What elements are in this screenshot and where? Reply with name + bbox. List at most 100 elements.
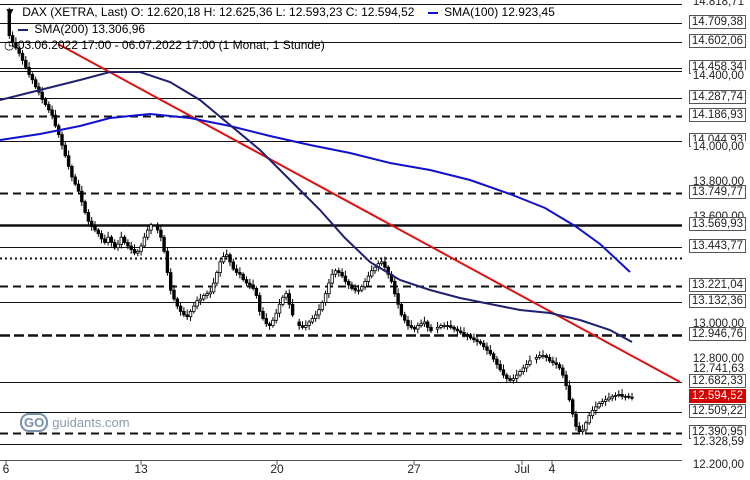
clock-icon: ◷ <box>4 38 15 52</box>
candle-body <box>34 79 38 88</box>
y-tick-label: 14.186,93 <box>688 107 746 122</box>
candle-body <box>66 155 71 167</box>
candle-body <box>264 318 268 325</box>
candle-body <box>501 369 506 376</box>
candle-body <box>422 321 427 325</box>
candle-body <box>80 190 84 203</box>
candle-body <box>195 300 199 307</box>
collapse-arrow-icon[interactable]: ▼ <box>4 5 16 19</box>
candle-body <box>300 325 305 328</box>
candle-body <box>508 378 512 381</box>
candle-body <box>538 355 542 358</box>
candle-body <box>109 236 114 243</box>
candle-body <box>172 289 176 300</box>
candle-body <box>277 303 282 314</box>
candle-body <box>350 284 354 289</box>
candle-body <box>136 250 140 254</box>
candle-body <box>116 243 120 249</box>
candle-body <box>185 314 189 318</box>
candle-body <box>70 165 74 178</box>
candle-body <box>452 326 456 330</box>
period-legend: ◷ 03.06.2022 17:00 - 06.07.2022 17:00 (1… <box>4 38 325 52</box>
candle-body <box>594 406 598 411</box>
candle-body <box>567 385 572 401</box>
candle-body <box>488 349 492 355</box>
candle-body <box>419 323 423 326</box>
candle-body <box>577 425 581 432</box>
candle-body <box>333 270 338 275</box>
candle-body <box>7 10 11 36</box>
y-tick-label: 12.328,59 <box>690 436 746 449</box>
candle-body <box>14 42 18 49</box>
candle-body <box>557 364 562 369</box>
candle-body <box>623 395 628 398</box>
candle-body <box>429 326 433 332</box>
candle-body <box>234 268 239 273</box>
candle-body <box>511 378 516 381</box>
candle-body <box>50 109 54 116</box>
candle-body <box>254 287 259 296</box>
candle-body <box>86 211 91 222</box>
y-tick-label: 13.749,77 <box>688 184 746 199</box>
candle-body <box>63 144 67 157</box>
candle-body <box>274 312 278 321</box>
candle-body <box>267 323 272 326</box>
y-tick-label: 14.709,38 <box>688 15 746 30</box>
candle-body <box>27 67 31 75</box>
y-tick-label: 13.132,36 <box>688 294 746 309</box>
sma-100-swatch <box>427 11 438 14</box>
candle-body <box>485 346 489 351</box>
candle-body <box>547 356 552 362</box>
candle-body <box>281 296 285 305</box>
candle-body <box>132 249 137 254</box>
candle-body <box>215 272 219 284</box>
candle-body <box>505 374 509 380</box>
candle-body <box>76 183 81 192</box>
x-tick-label: 27 <box>407 462 421 476</box>
candle-body <box>528 360 532 365</box>
candle-body <box>590 409 595 417</box>
candle-body <box>518 371 522 376</box>
candle-body <box>231 261 235 270</box>
candle-body <box>541 355 545 358</box>
sma-100-line <box>0 112 631 273</box>
candle-body <box>126 242 130 247</box>
y-tick-label: 12.200,00 <box>690 459 746 471</box>
candle-body <box>627 395 631 398</box>
candle-body <box>142 236 147 247</box>
last-price-label: 12.594,52 <box>688 389 746 404</box>
candle-body <box>145 229 150 238</box>
candle-body <box>607 397 611 401</box>
candle-body <box>386 266 390 275</box>
candle-body <box>162 236 166 252</box>
candle-body <box>346 280 351 286</box>
candle-body <box>458 330 463 334</box>
candle-body <box>60 134 64 146</box>
candle-body <box>449 325 453 328</box>
x-axis <box>0 460 682 465</box>
candle-body <box>603 399 608 402</box>
candle-body <box>435 326 440 330</box>
candle-body <box>491 353 496 360</box>
candle-body <box>257 295 262 312</box>
candle-body <box>290 303 295 316</box>
candle-body <box>600 401 604 404</box>
candle-body <box>475 339 479 342</box>
candle-body <box>313 314 318 319</box>
candle-body <box>406 319 410 326</box>
candle-body <box>307 321 311 326</box>
candle-body <box>373 266 377 272</box>
candle-body <box>149 224 153 231</box>
candle-body <box>205 293 209 296</box>
candle-body <box>521 367 525 372</box>
candle-body <box>445 325 450 328</box>
candle-body <box>498 364 502 371</box>
candle-body <box>439 325 443 328</box>
x-tick-label: Jul <box>514 462 530 476</box>
candle-body <box>211 282 216 293</box>
candle-body <box>175 298 179 307</box>
candle-body <box>360 286 364 291</box>
candle-body <box>297 321 301 326</box>
candle-body <box>165 250 170 273</box>
sma-200-line <box>0 71 633 343</box>
